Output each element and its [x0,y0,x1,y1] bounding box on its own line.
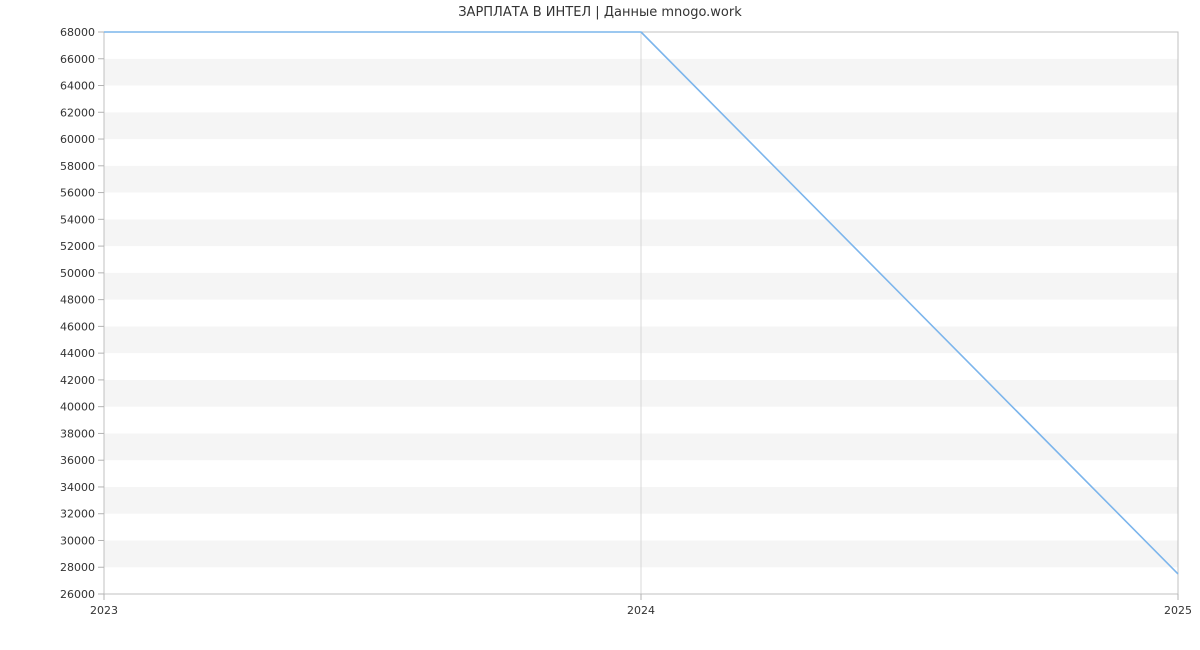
y-tick-label: 32000 [60,508,95,521]
line-chart: 26000 28000 30000 32000 34000 36000 38000 40000… [0,0,1200,650]
x-tick-label: 2025 [1164,604,1192,617]
y-tick-label: 60000 [60,133,95,146]
chart-container: 26000 28000 30000 32000 34000 36000 38000 40000… [0,0,1200,650]
y-tick-label: 50000 [60,267,95,280]
y-tick-label: 28000 [60,561,95,574]
y-tick-label: 46000 [60,320,95,333]
y-tick-label: 36000 [60,454,95,467]
x-tick-label: 2023 [90,604,118,617]
x-tick-label: 2024 [627,604,655,617]
y-tick-label: 58000 [60,160,95,173]
y-tick-label: 54000 [60,213,95,226]
y-tick-label: 34000 [60,481,95,494]
y-tick-label: 38000 [60,427,95,440]
y-tick-label: 48000 [60,294,95,307]
y-tick-label: 26000 [60,588,95,601]
y-tick-label: 66000 [60,53,95,66]
y-tick-label: 68000 [60,26,95,39]
y-tick-label: 44000 [60,347,95,360]
y-tick-label: 40000 [60,401,95,414]
chart-title: ЗАРПЛАТА В ИНТЕЛ | Данные mnogo.work [458,5,742,20]
y-tick-label: 62000 [60,106,95,119]
y-tick-label: 42000 [60,374,95,387]
y-tick-label: 30000 [60,534,95,547]
y-tick-label: 64000 [60,80,95,93]
y-tick-label: 52000 [60,240,95,253]
y-tick-label: 56000 [60,187,95,200]
